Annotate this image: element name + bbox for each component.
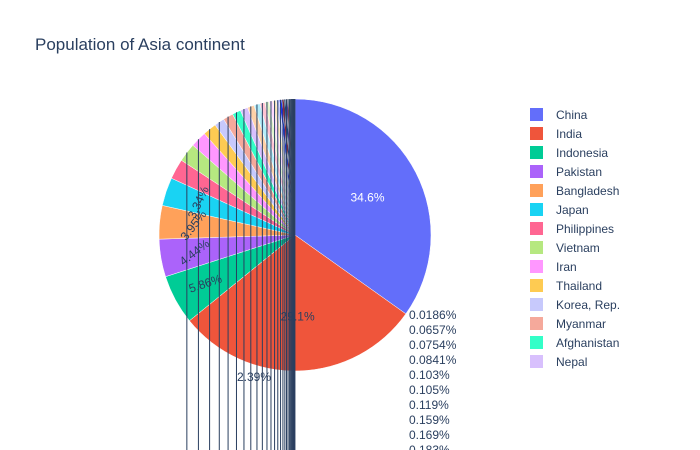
legend-item[interactable]: India [530,127,582,141]
legend-swatch [530,127,543,140]
legend-item[interactable]: Afghanistan [530,336,619,350]
legend-swatch [530,184,543,197]
legend-swatch [530,165,543,178]
legend-label: Vietnam [556,241,600,255]
legend-swatch [530,146,543,159]
legend-label: Thailand [556,279,602,293]
legend-label: Indonesia [556,146,608,160]
slice-label: 0.119% [409,398,449,412]
legend-swatch [530,108,543,121]
slice-label: 34.6% [351,191,385,205]
slice-label: 29.1% [281,310,315,324]
legend-item[interactable]: Pakistan [530,165,602,179]
legend-label: Japan [556,203,589,217]
legend-swatch [530,260,543,273]
legend-label: Afghanistan [556,336,619,350]
legend-label: Iran [556,260,577,274]
slice-label: 0.0841% [409,353,457,367]
pie-slice-china[interactable] [294,98,432,315]
legend-item[interactable]: Iran [530,260,577,274]
slice-label: 0.0754% [409,338,457,352]
legend-item[interactable]: China [530,108,588,122]
legend-item[interactable]: Bangladesh [530,184,619,198]
slice-label: 0.159% [409,413,450,427]
slice-label: 2.39% [237,370,271,384]
legend-item[interactable]: Korea, Rep. [530,298,620,312]
slice-label: 0.183% [409,443,450,450]
legend-swatch [530,222,543,235]
legend-label: India [556,127,582,141]
legend-item[interactable]: Vietnam [530,241,600,255]
legend: China India Indonesia Pakistan Bangladesh Jap… [530,108,620,369]
legend-label: Philippines [556,222,614,236]
legend-item[interactable]: Japan [530,203,589,217]
leader-lines [186,99,296,450]
slice-label: 0.0186% [409,308,457,322]
slice-label: 0.103% [409,368,450,382]
chart-title: Population of Asia continent [35,35,245,54]
slice-label: 0.169% [409,428,450,442]
legend-swatch [530,336,543,349]
legend-swatch [530,298,543,311]
legend-item[interactable]: Thailand [530,279,602,293]
slice-label: 0.0657% [409,323,457,337]
slice-label: 0.105% [409,383,450,397]
legend-item[interactable]: Indonesia [530,146,608,160]
legend-swatch [530,241,543,254]
legend-item[interactable]: Nepal [530,355,587,369]
legend-swatch [530,317,543,330]
legend-item[interactable]: Myanmar [530,317,606,331]
legend-label: China [556,108,588,122]
legend-swatch [530,355,543,368]
legend-swatch [530,203,543,216]
legend-label: Pakistan [556,165,602,179]
legend-swatch [530,279,543,292]
legend-item[interactable]: Philippines [530,222,614,236]
legend-label: Korea, Rep. [556,298,620,312]
legend-label: Nepal [556,355,587,369]
legend-label: Bangladesh [556,184,619,198]
legend-label: Myanmar [556,317,606,331]
